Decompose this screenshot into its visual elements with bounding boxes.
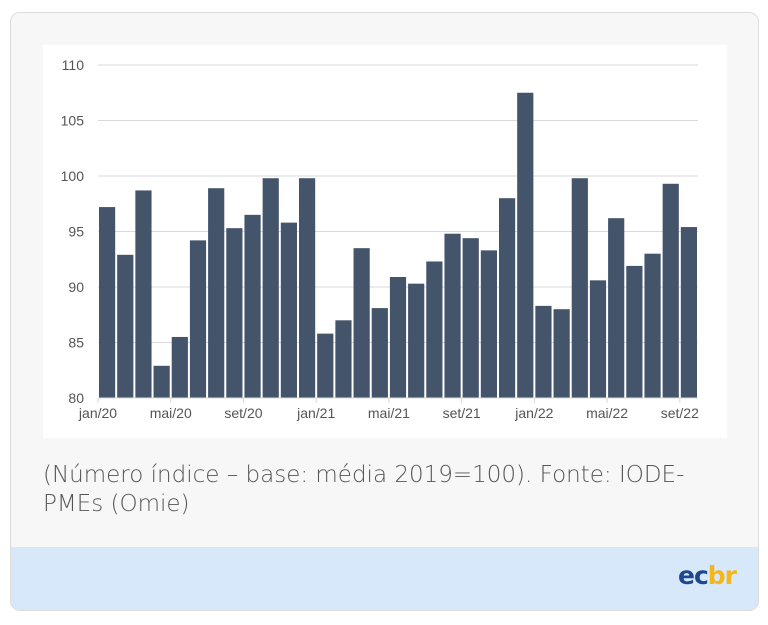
y-tick-label: 80 [68, 390, 84, 406]
bar-abr/21 [371, 308, 388, 398]
bar-jul/21 [426, 261, 443, 398]
bar-mai/21 [389, 277, 407, 398]
footer-bar: ecbr [11, 547, 758, 610]
bar-ago/22 [662, 183, 679, 398]
bar-jan/20 [99, 207, 116, 398]
bar-fev/22 [553, 309, 570, 398]
bar-out/21 [480, 250, 497, 398]
ecbr-logo[interactable]: ecbr [677, 561, 737, 590]
x-tick-label: mai/21 [368, 405, 410, 421]
bar-dez/21 [517, 92, 534, 398]
y-tick-label: 95 [68, 224, 84, 240]
x-tick-label: set/20 [224, 405, 262, 421]
bar-mar/21 [353, 248, 370, 398]
chart-caption: (Número índice – base: média 2019=100). … [43, 462, 685, 517]
bar-fev/20 [117, 254, 134, 398]
y-tick-label: 100 [61, 168, 85, 184]
bar-set/21 [462, 238, 479, 398]
x-tick-label: jan/20 [78, 405, 117, 421]
bar-mai/22 [608, 218, 625, 398]
x-tick-label: set/21 [443, 405, 481, 421]
bar-jan/22 [535, 305, 552, 398]
bar-jun/22 [626, 265, 643, 398]
y-tick-label: 85 [68, 335, 84, 351]
bar-jun/20 [189, 240, 207, 398]
y-tick-label: 110 [62, 57, 85, 73]
bar-abr/22 [589, 280, 607, 398]
logo-part-br: br [707, 561, 737, 590]
x-tick-label: jan/21 [296, 405, 335, 421]
bar-jun/21 [408, 283, 425, 398]
x-tick-label: mai/22 [586, 405, 628, 421]
bar-mai/20 [171, 336, 188, 398]
bar-ago/20 [226, 228, 243, 398]
bar-set/20 [244, 214, 261, 398]
y-tick-label: 90 [68, 279, 84, 295]
x-tick-label: set/22 [661, 405, 699, 421]
bar-fev/21 [335, 320, 352, 398]
bar-dez/20 [299, 178, 316, 398]
bar-jul/22 [644, 253, 661, 398]
bar-set/22 [680, 227, 697, 398]
bar-chart: 80 85 90 95 100 105 110 jan/20 mai/20 set/20 jan/2… [61, 57, 699, 421]
bar-abr/20 [153, 365, 170, 398]
y-tick-label: 105 [61, 113, 85, 129]
chart-card: 80 85 90 95 100 105 110 jan/20 mai/20 set/20 jan/2… [10, 12, 759, 611]
bar-out/20 [262, 178, 279, 398]
x-tick-label: jan/22 [514, 405, 553, 421]
bar-mar/22 [571, 178, 588, 398]
bar-nov/20 [280, 222, 297, 398]
logo-part-ec: ec [677, 561, 709, 590]
bar-jul/20 [208, 188, 225, 398]
bar-jan/21 [317, 333, 334, 398]
bar-mar/20 [135, 190, 152, 398]
x-tick-label: mai/20 [150, 405, 192, 421]
bar-ago/21 [444, 233, 461, 398]
bar-nov/21 [499, 198, 516, 398]
